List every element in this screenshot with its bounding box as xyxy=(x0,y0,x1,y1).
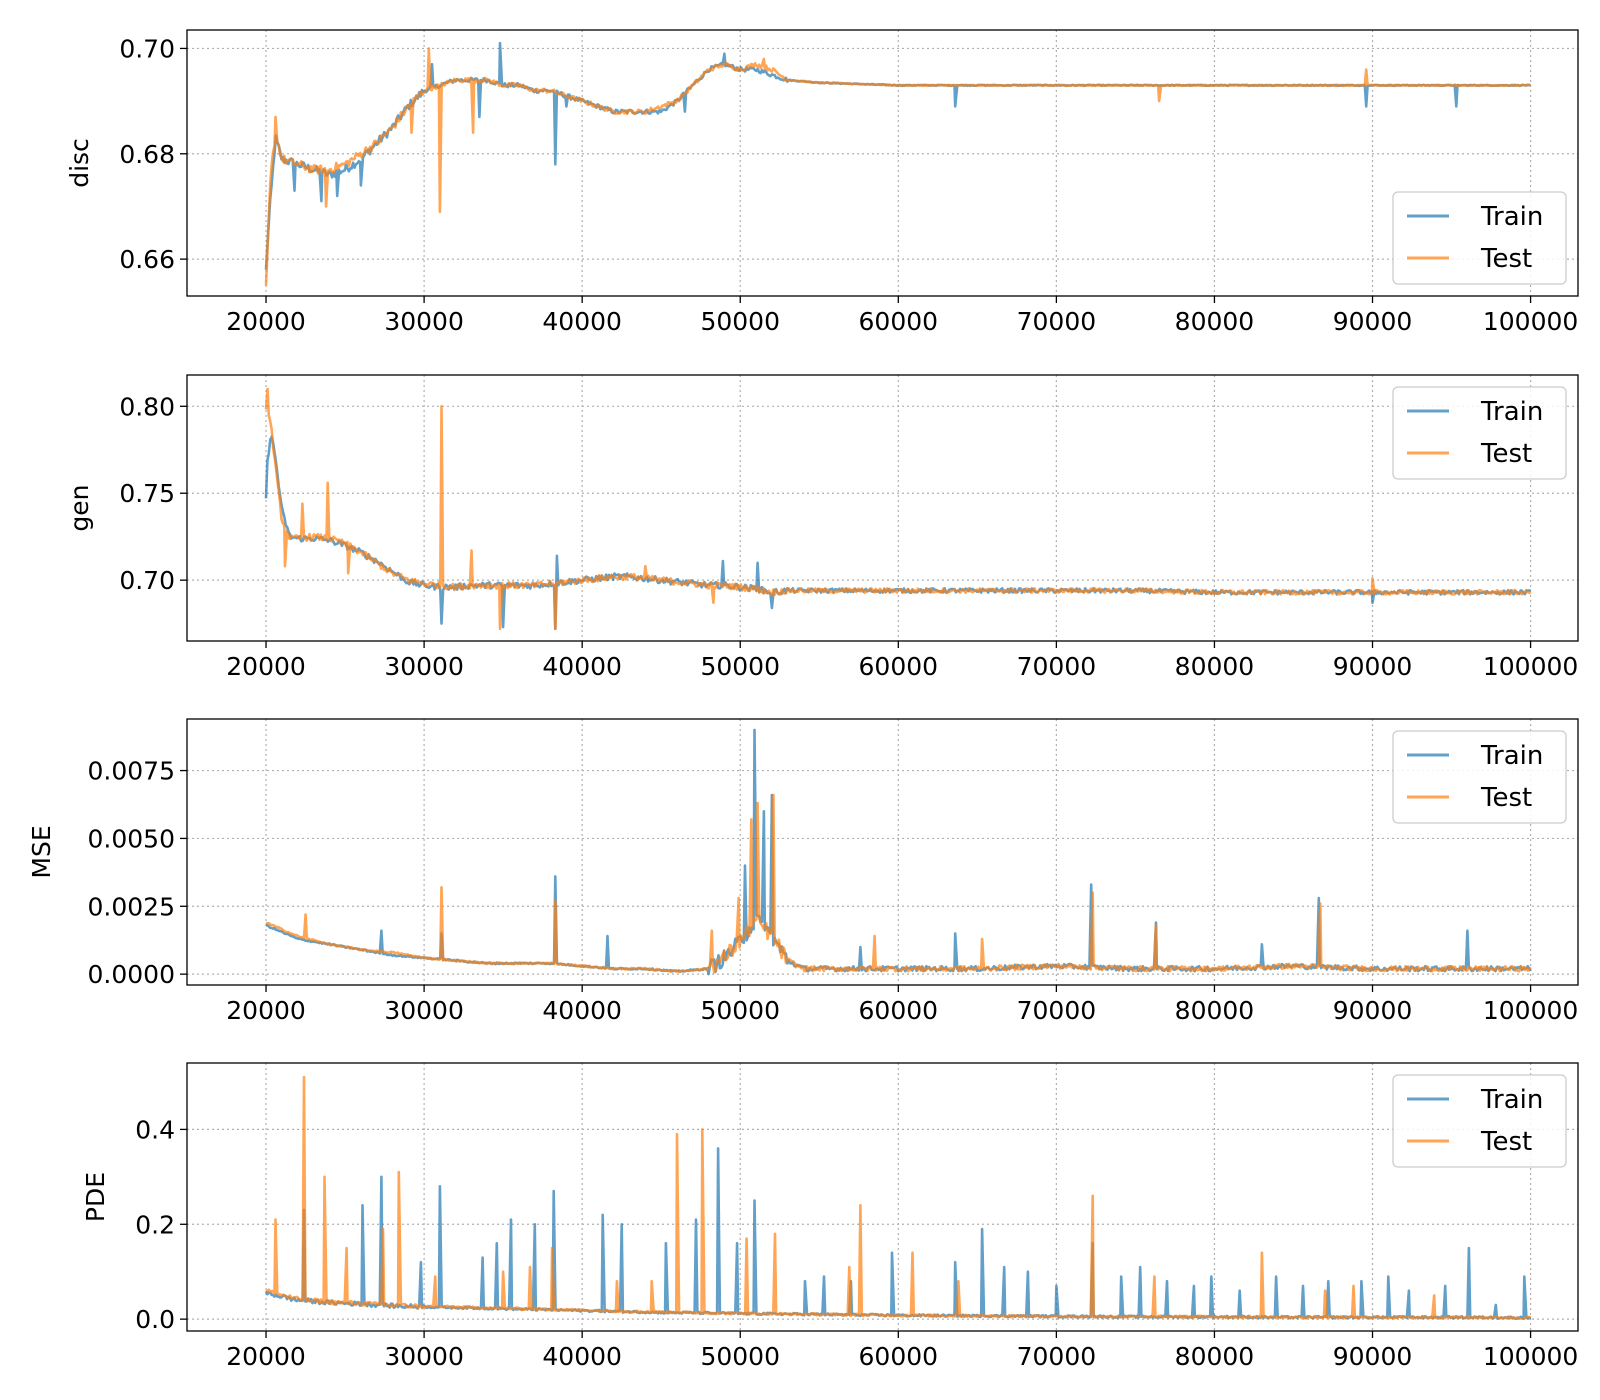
legend: Train Test xyxy=(1392,730,1567,824)
x-tick-label: 50000 xyxy=(700,307,780,336)
y-tick-label: 0.0 xyxy=(135,1305,175,1334)
legend-label-train: Train xyxy=(1480,397,1543,427)
y-tick-label: 0.4 xyxy=(135,1115,175,1144)
y-axis-label: PDE xyxy=(81,1172,110,1222)
x-tick-label: 70000 xyxy=(1017,1342,1097,1371)
y-tick-label: 0.0075 xyxy=(88,757,175,786)
x-tick-label: 40000 xyxy=(542,996,622,1025)
y-tick-label: 0.80 xyxy=(119,392,175,421)
x-tick-label: 30000 xyxy=(384,996,464,1025)
subplot-pde: 20000 30000 40000 50000 60000 70000 80000 90000… xyxy=(81,1062,1579,1371)
legend-label-train: Train xyxy=(1480,741,1543,771)
y-tick-label: 0.0050 xyxy=(88,824,175,853)
x-tick-label: 80000 xyxy=(1175,996,1255,1025)
x-tick-label: 40000 xyxy=(542,307,622,336)
x-tick-label: 70000 xyxy=(1017,307,1097,336)
x-tick-label: 90000 xyxy=(1333,307,1413,336)
legend-label-train: Train xyxy=(1480,202,1543,232)
y-axis-label: MSE xyxy=(27,825,56,878)
x-tick-label: 20000 xyxy=(226,996,306,1025)
subplot-gen: 20000 30000 40000 50000 60000 70000 80000 90000… xyxy=(65,374,1579,681)
x-tick-label: 70000 xyxy=(1017,652,1097,681)
x-tick-label: 100000 xyxy=(1483,996,1578,1025)
legend-label-test: Test xyxy=(1480,439,1532,469)
subplot-mse: 20000 30000 40000 50000 60000 70000 80000 90000… xyxy=(27,718,1579,1025)
x-tick-label: 70000 xyxy=(1017,996,1097,1025)
x-tick-label: 40000 xyxy=(542,652,622,681)
y-axis-label: gen xyxy=(65,484,94,531)
y-tick-label: 0.0000 xyxy=(88,960,175,989)
x-tick-label: 100000 xyxy=(1483,1342,1578,1371)
legend-label-test: Test xyxy=(1480,783,1532,813)
x-tick-label: 40000 xyxy=(542,1342,622,1371)
legend-label-test: Test xyxy=(1480,1127,1532,1157)
y-tick-label: 0.68 xyxy=(119,140,175,169)
x-tick-label: 50000 xyxy=(700,1342,780,1371)
axes-frame xyxy=(186,29,1579,297)
axes-frame xyxy=(186,718,1579,986)
subplot-disc: 20000 30000 40000 50000 60000 70000 80000 90000… xyxy=(65,29,1579,336)
x-tick-label: 90000 xyxy=(1333,1342,1413,1371)
series-line-test xyxy=(265,793,1532,974)
x-tick-label: 80000 xyxy=(1175,652,1255,681)
series-line-test xyxy=(264,387,1532,631)
legend: Train Test xyxy=(1392,191,1567,285)
plot-area xyxy=(264,41,1531,286)
plot-area xyxy=(264,1075,1532,1320)
legend: Train Test xyxy=(1392,386,1567,480)
x-tick-label: 80000 xyxy=(1175,307,1255,336)
x-tick-label: 80000 xyxy=(1175,1342,1255,1371)
x-tick-label: 60000 xyxy=(859,1342,939,1371)
x-tick-label: 30000 xyxy=(384,307,464,336)
x-tick-label: 20000 xyxy=(226,307,306,336)
x-tick-label: 30000 xyxy=(384,652,464,681)
x-tick-label: 20000 xyxy=(226,1342,306,1371)
axes-frame xyxy=(186,1062,1579,1332)
x-tick-label: 20000 xyxy=(226,652,306,681)
x-tick-label: 60000 xyxy=(859,652,939,681)
x-tick-label: 100000 xyxy=(1483,307,1578,336)
legend: Train Test xyxy=(1392,1074,1567,1168)
axes-frame xyxy=(186,374,1579,642)
x-tick-label: 90000 xyxy=(1333,652,1413,681)
series-line-test xyxy=(265,1075,1532,1320)
y-axis-label: disc xyxy=(65,138,94,188)
x-tick-label: 60000 xyxy=(859,307,939,336)
x-tick-label: 60000 xyxy=(859,996,939,1025)
plot-area xyxy=(264,387,1532,631)
y-tick-label: 0.66 xyxy=(119,245,175,274)
y-tick-label: 0.2 xyxy=(135,1210,175,1239)
y-tick-label: 0.75 xyxy=(119,479,175,508)
x-tick-label: 50000 xyxy=(700,996,780,1025)
x-tick-label: 30000 xyxy=(384,1342,464,1371)
legend-label-train: Train xyxy=(1480,1085,1543,1115)
y-tick-label: 0.0025 xyxy=(88,892,175,921)
x-tick-label: 100000 xyxy=(1483,652,1578,681)
legend-label-test: Test xyxy=(1480,244,1532,274)
x-tick-label: 50000 xyxy=(700,652,780,681)
x-tick-label: 90000 xyxy=(1333,996,1413,1025)
series-line-test xyxy=(264,47,1531,286)
y-tick-label: 0.70 xyxy=(119,566,175,595)
plot-area xyxy=(265,728,1532,976)
y-tick-label: 0.70 xyxy=(119,34,175,63)
